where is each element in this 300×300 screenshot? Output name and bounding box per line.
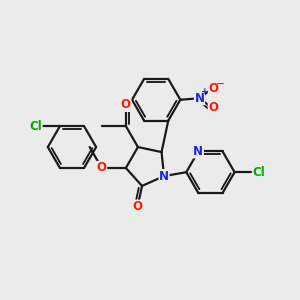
- Text: O: O: [133, 200, 142, 213]
- Text: O: O: [208, 101, 218, 114]
- Text: O: O: [121, 98, 131, 111]
- Text: N: N: [159, 169, 169, 183]
- Text: Cl: Cl: [29, 120, 42, 133]
- Text: O: O: [97, 161, 107, 175]
- Text: Cl: Cl: [252, 166, 265, 179]
- Text: O: O: [208, 82, 218, 95]
- Text: N: N: [194, 145, 203, 158]
- Text: −: −: [216, 79, 224, 88]
- Text: N: N: [194, 92, 205, 105]
- Text: +: +: [201, 87, 208, 96]
